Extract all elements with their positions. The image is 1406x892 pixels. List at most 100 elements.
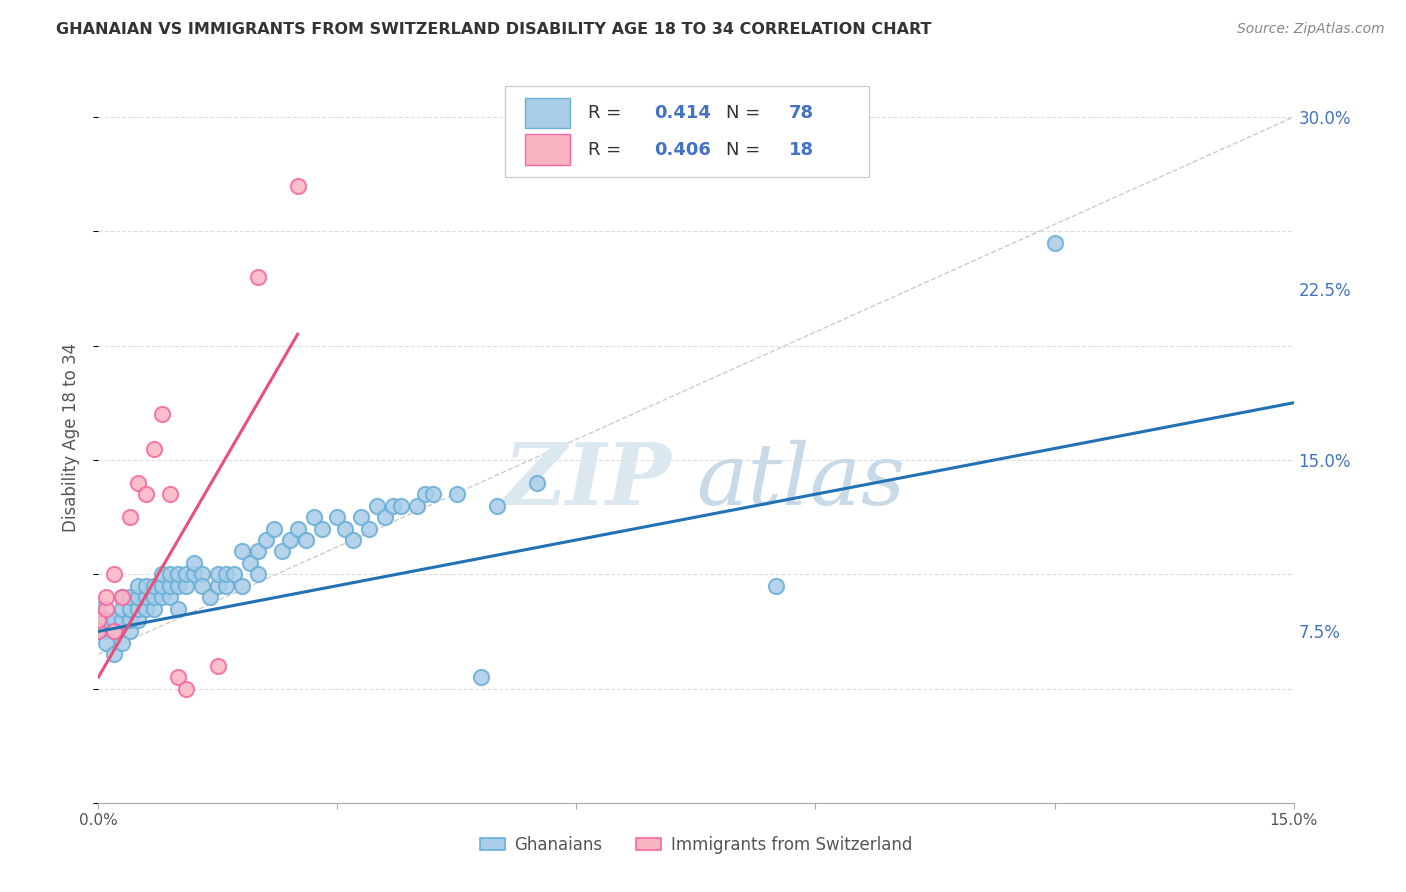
- Point: [127, 613, 149, 627]
- Point: [350, 510, 373, 524]
- Y-axis label: Disability Age 18 to 34: Disability Age 18 to 34: [62, 343, 80, 532]
- Point: [326, 510, 349, 524]
- Point: [96, 636, 118, 650]
- Point: [103, 647, 125, 661]
- Point: [87, 613, 110, 627]
- Point: [191, 567, 214, 582]
- Point: [167, 670, 190, 684]
- Point: [246, 544, 269, 558]
- Point: [422, 487, 444, 501]
- Text: R =: R =: [589, 104, 627, 122]
- Text: 0.414: 0.414: [654, 104, 711, 122]
- Point: [215, 567, 238, 582]
- Point: [167, 567, 190, 582]
- Point: [389, 499, 412, 513]
- Point: [127, 475, 149, 490]
- Point: [366, 499, 388, 513]
- Point: [159, 579, 181, 593]
- Point: [167, 601, 190, 615]
- Point: [359, 521, 381, 535]
- Point: [150, 590, 173, 604]
- Text: 18: 18: [789, 141, 814, 159]
- Point: [382, 499, 405, 513]
- Point: [470, 670, 492, 684]
- Point: [294, 533, 316, 547]
- Point: [174, 681, 197, 696]
- Point: [526, 475, 548, 490]
- Point: [96, 590, 118, 604]
- Point: [87, 601, 110, 615]
- Point: [143, 579, 166, 593]
- Point: [254, 533, 277, 547]
- Point: [302, 510, 325, 524]
- Point: [446, 487, 468, 501]
- Point: [287, 521, 309, 535]
- Point: [120, 590, 142, 604]
- Point: [96, 624, 118, 639]
- Point: [159, 487, 181, 501]
- Point: [111, 636, 134, 650]
- Point: [231, 579, 253, 593]
- Point: [135, 590, 157, 604]
- Point: [174, 579, 197, 593]
- Point: [270, 544, 292, 558]
- Text: 78: 78: [789, 104, 814, 122]
- Point: [278, 533, 301, 547]
- Point: [183, 556, 205, 570]
- Point: [127, 590, 149, 604]
- Point: [174, 567, 197, 582]
- Point: [215, 579, 238, 593]
- Point: [191, 579, 214, 593]
- Point: [150, 567, 173, 582]
- Point: [374, 510, 396, 524]
- Point: [287, 178, 309, 193]
- Text: R =: R =: [589, 141, 627, 159]
- Point: [103, 567, 125, 582]
- Legend: Ghanaians, Immigrants from Switzerland: Ghanaians, Immigrants from Switzerland: [472, 829, 920, 860]
- Point: [207, 658, 229, 673]
- Point: [231, 544, 253, 558]
- Point: [143, 442, 166, 456]
- Point: [111, 613, 134, 627]
- Point: [167, 579, 190, 593]
- Text: atlas: atlas: [696, 440, 905, 523]
- Point: [135, 579, 157, 593]
- Point: [143, 590, 166, 604]
- Point: [335, 521, 357, 535]
- Point: [406, 499, 429, 513]
- Point: [207, 567, 229, 582]
- Point: [143, 601, 166, 615]
- Point: [159, 567, 181, 582]
- Point: [150, 579, 173, 593]
- Point: [207, 579, 229, 593]
- Point: [239, 556, 262, 570]
- Point: [765, 579, 787, 593]
- Point: [135, 487, 157, 501]
- Point: [485, 499, 508, 513]
- Point: [159, 590, 181, 604]
- Point: [120, 510, 142, 524]
- Point: [96, 613, 118, 627]
- Point: [222, 567, 245, 582]
- Point: [87, 624, 110, 639]
- Point: [103, 613, 125, 627]
- Point: [103, 624, 125, 639]
- Text: GHANAIAN VS IMMIGRANTS FROM SWITZERLAND DISABILITY AGE 18 TO 34 CORRELATION CHAR: GHANAIAN VS IMMIGRANTS FROM SWITZERLAND …: [56, 22, 932, 37]
- Text: N =: N =: [725, 104, 766, 122]
- Point: [246, 567, 269, 582]
- Point: [150, 407, 173, 421]
- Point: [263, 521, 285, 535]
- Point: [342, 533, 364, 547]
- Text: ZIP: ZIP: [505, 439, 672, 523]
- Point: [246, 270, 269, 285]
- Text: N =: N =: [725, 141, 766, 159]
- Point: [103, 624, 125, 639]
- Point: [120, 613, 142, 627]
- Point: [96, 601, 118, 615]
- Point: [135, 601, 157, 615]
- Point: [1043, 235, 1066, 250]
- Point: [87, 624, 110, 639]
- FancyBboxPatch shape: [505, 86, 869, 178]
- Point: [120, 601, 142, 615]
- Point: [183, 567, 205, 582]
